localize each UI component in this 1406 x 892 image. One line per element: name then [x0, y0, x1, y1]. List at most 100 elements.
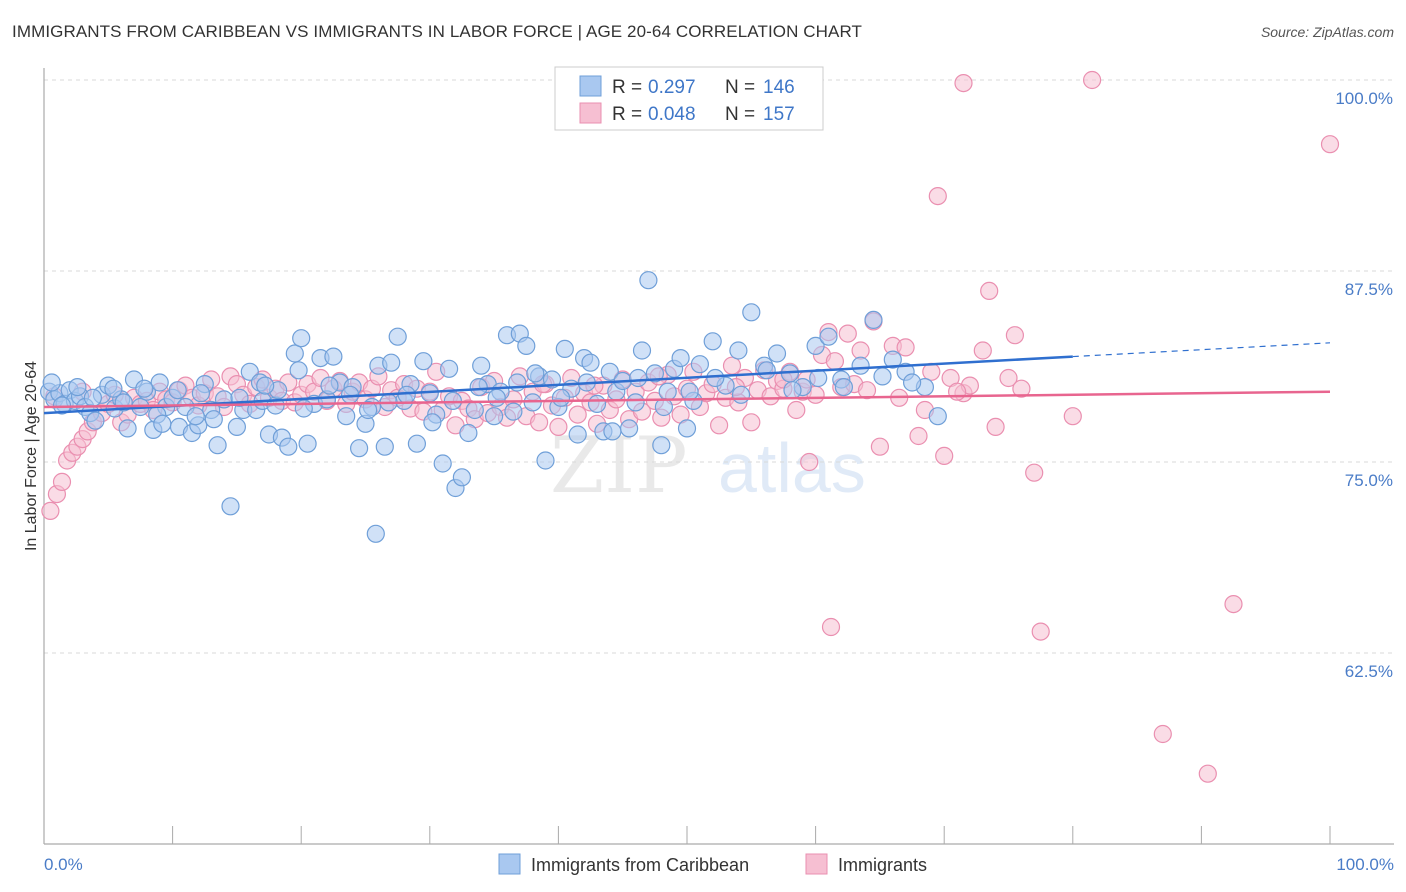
source-label: Source:: [1260, 24, 1310, 40]
data-point: [350, 439, 369, 458]
data-point: [388, 327, 407, 346]
data-point: [1320, 135, 1340, 154]
data-point: [632, 341, 652, 360]
data-point: [742, 303, 761, 322]
data-point: [204, 410, 223, 429]
data-point: [397, 385, 416, 404]
data-point: [603, 422, 622, 441]
data-point: [706, 368, 725, 388]
data-point: [909, 426, 928, 446]
data-point: [1063, 407, 1082, 426]
data-point: [465, 400, 484, 420]
data-point: [587, 394, 607, 413]
data-point: [414, 352, 433, 371]
x-ticks: [43, 826, 1331, 844]
data-point: [864, 310, 883, 329]
data-point: [1198, 764, 1217, 783]
y-tick-label: 87.5%: [1345, 280, 1393, 299]
data-point: [555, 339, 574, 358]
data-point: [337, 407, 356, 426]
y-tick-label: 75.0%: [1345, 471, 1393, 490]
data-point: [834, 378, 854, 397]
data-point: [896, 338, 915, 357]
data-point: [504, 402, 523, 421]
data-point: [999, 368, 1018, 388]
data-point: [1012, 379, 1031, 398]
data-point: [652, 436, 671, 455]
data-point: [757, 361, 776, 380]
data-point: [529, 413, 549, 432]
top-legend: R = 0.297 N = 146 R = 0.048 N = 157: [554, 66, 824, 131]
data-point: [628, 368, 648, 388]
data-point: [767, 344, 787, 363]
data-point: [153, 414, 172, 433]
data-point: [690, 355, 710, 374]
bottom-legend-label-immigrants: Immigrants: [838, 855, 927, 875]
data-point: [639, 271, 658, 290]
data-point: [947, 382, 967, 401]
y-tick-labels: 62.5% 75.0% 87.5% 100.0%: [1335, 89, 1393, 681]
data-point: [41, 501, 60, 520]
x-tick-label-max: 100.0%: [1336, 855, 1394, 874]
data-point: [722, 356, 742, 375]
trend-lines: [43, 342, 1331, 415]
legend-n-value-1: 146: [763, 77, 795, 98]
trend-line-caribbean: [43, 355, 1073, 415]
data-point: [857, 381, 877, 400]
data-point: [168, 381, 187, 400]
data-point: [298, 434, 317, 453]
data-point: [821, 617, 841, 637]
legend-swatch-pink: [579, 102, 602, 124]
data-point: [645, 364, 665, 383]
data-point: [469, 378, 488, 397]
data-point: [935, 446, 954, 465]
data-point: [581, 353, 600, 372]
source-credit: Source: ZipAtlas.com: [1261, 24, 1394, 40]
data-point: [680, 382, 699, 401]
data-point: [838, 324, 857, 343]
data-point: [819, 327, 838, 346]
data-point: [366, 524, 385, 543]
data-point: [440, 359, 459, 378]
data-point: [135, 379, 154, 398]
data-point: [851, 356, 870, 375]
legend-n-label-2: N =: [725, 104, 755, 125]
data-point: [459, 423, 478, 443]
data-point: [973, 341, 992, 360]
data-point: [1082, 70, 1102, 90]
data-point: [851, 341, 870, 360]
trend-line-immigrants: [43, 390, 1331, 409]
data-point: [52, 472, 72, 491]
data-point: [902, 373, 922, 392]
data-point: [359, 400, 378, 420]
data-point: [517, 336, 536, 355]
data-point: [423, 413, 442, 432]
legend-r-value-1: 0.297: [648, 77, 696, 98]
bottom-legend-swatch-blue: [498, 853, 521, 875]
data-point: [600, 362, 619, 381]
data-point: [568, 425, 587, 444]
bottom-legend-swatch-pink: [805, 853, 828, 875]
data-point: [1031, 622, 1050, 641]
data-point: [433, 454, 452, 473]
data-point: [294, 399, 313, 418]
legend-r-value-2: 0.048: [648, 104, 696, 125]
data-point: [928, 187, 947, 206]
x-tick-label-min: 0.0%: [44, 855, 83, 874]
data-point: [806, 336, 825, 355]
y-tick-label: 62.5%: [1345, 662, 1393, 681]
data-point: [42, 373, 61, 392]
data-point: [1153, 724, 1172, 744]
bottom-legend-label-caribbean: Immigrants from Caribbean: [531, 855, 749, 875]
data-point: [1224, 594, 1243, 614]
data-point: [208, 436, 227, 455]
chart-title: IMMIGRANTS FROM CARIBBEAN VS IMMIGRANTS …: [12, 22, 863, 41]
data-point: [118, 419, 137, 438]
y-tick-label: 100.0%: [1335, 89, 1393, 108]
data-point: [1025, 463, 1044, 482]
data-point: [654, 397, 674, 417]
data-point: [928, 407, 947, 426]
data-point: [883, 350, 902, 369]
data-point: [551, 388, 571, 407]
